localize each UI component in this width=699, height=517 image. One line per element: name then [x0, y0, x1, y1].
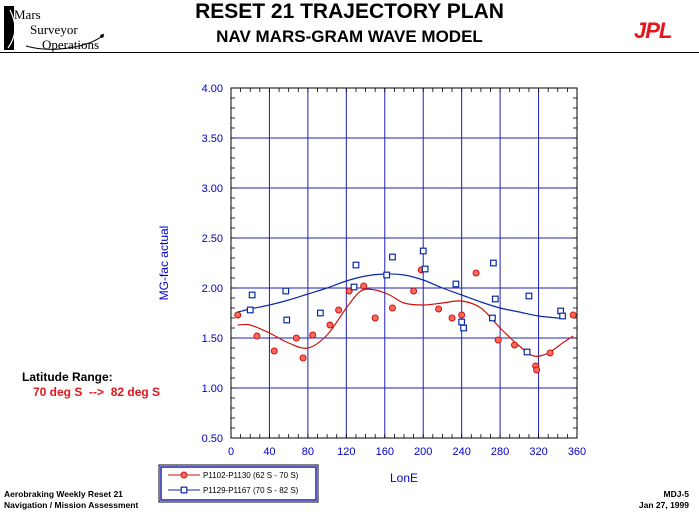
x-tick-label: 240	[452, 446, 470, 458]
y-axis-label: MG-fac actual	[157, 226, 171, 301]
x-axis-label: LonE	[390, 471, 418, 485]
planet-orbit-icon	[4, 6, 105, 50]
series-1-point	[533, 366, 541, 374]
series-1-point	[388, 304, 396, 312]
jpl-logo: JPL	[634, 18, 672, 43]
series-2-point	[491, 295, 499, 303]
series-2-point	[316, 309, 324, 317]
series-2-point	[248, 291, 256, 299]
latitude-range-value: 70 deg S --> 82 deg S	[33, 385, 161, 399]
y-tick-label: 1.50	[202, 333, 223, 345]
logo-line-mars: Mars	[14, 7, 41, 22]
series-1-point	[494, 336, 502, 344]
x-tick-label: 120	[337, 446, 355, 458]
footer-left-line-1: Aerobraking Weekly Reset 21	[4, 489, 123, 499]
latitude-range-title: Latitude Range:	[22, 370, 113, 384]
series-2-point	[458, 318, 466, 326]
series-2-point	[246, 306, 254, 314]
series-2	[237, 247, 566, 356]
series-1-point	[253, 332, 261, 340]
x-tick-label: 280	[491, 446, 509, 458]
series-1-point	[448, 314, 456, 322]
x-tick-label: 0	[228, 446, 234, 458]
legend-marker-series-2	[180, 486, 188, 494]
y-tick-label: 3.00	[202, 183, 223, 195]
series-2-point	[559, 312, 566, 320]
chart-series	[234, 247, 577, 374]
series-2-point	[489, 314, 496, 322]
series-1-point	[234, 311, 242, 319]
series-1-point	[546, 349, 554, 357]
series-1-point	[299, 354, 307, 362]
legend-entry-series-2: P1129-P1167 (70 S - 82 S)	[203, 486, 299, 495]
series-1-point	[360, 282, 368, 290]
series-1-point	[435, 305, 443, 313]
series-2-point	[352, 261, 360, 269]
series-2-point	[452, 280, 460, 288]
x-tick-label: 360	[568, 446, 586, 458]
chart-grid	[231, 88, 577, 438]
x-tick-label: 40	[263, 446, 275, 458]
series-1-point	[410, 287, 418, 295]
series-1-point	[335, 306, 343, 314]
page-subtitle: NAV MARS-GRAM WAVE MODEL	[216, 27, 483, 46]
chart-legend: P1102-P1130 (62 S - 70 S) P1129-P1167 (7…	[158, 464, 319, 503]
series-2-point	[525, 292, 533, 300]
series-1-point	[569, 311, 577, 319]
y-tick-label: 2.50	[202, 233, 223, 245]
page-title: RESET 21 TRAJECTORY PLAN	[195, 0, 504, 23]
plot-frame	[230, 87, 578, 439]
y-tick-label: 2.00	[202, 283, 223, 295]
series-2-point	[350, 283, 358, 291]
series-2-point	[282, 287, 290, 295]
y-tick-label: 1.00	[202, 383, 223, 395]
legend-entry-series-1: P1102-P1130 (62 S - 70 S)	[203, 471, 299, 480]
series-2-fit-line	[237, 273, 563, 319]
series-2-point	[489, 259, 497, 267]
series-1-point	[292, 334, 300, 342]
series-1-point	[270, 347, 278, 355]
mars-surveyor-operations-logo: Mars Surveyor Operations	[4, 4, 108, 52]
footer-right-line-1: MDJ-5	[663, 489, 689, 499]
y-tick-label: 4.00	[202, 83, 223, 95]
y-tick-label: 3.50	[202, 133, 223, 145]
series-1-point	[472, 269, 480, 277]
x-tick-label: 200	[414, 446, 432, 458]
series-1-point	[458, 311, 466, 319]
series-2-point	[383, 271, 391, 279]
series-2-point	[389, 253, 396, 261]
x-tick-label: 160	[376, 446, 394, 458]
series-2-point	[283, 316, 291, 324]
series-1-point	[511, 341, 519, 349]
series-2-point	[523, 348, 531, 356]
logo-line-surveyor: Surveyor	[30, 22, 78, 37]
series-1-point	[309, 331, 317, 339]
series-1-point	[371, 314, 379, 322]
chart-ticks: 0.50 1.00 1.50 2.00 2.50 3.00 3.50 4.00 0 40 80 120…	[202, 83, 587, 458]
series-2-point	[421, 265, 429, 273]
x-tick-label: 80	[302, 446, 314, 458]
footer-right-line-2: Jan 27, 1999	[638, 500, 689, 510]
series-2-point	[460, 324, 467, 332]
header-divider	[0, 52, 699, 53]
legend-marker-series-1	[180, 471, 188, 479]
x-tick-label: 320	[529, 446, 547, 458]
footer-left-line-2: Navigation / Mission Assessment	[4, 500, 139, 510]
series-2-point	[419, 247, 427, 255]
series-1-point	[326, 321, 334, 329]
y-tick-label: 0.50	[202, 433, 223, 445]
logo-line-operations: Operations	[42, 37, 100, 52]
legend-box	[158, 464, 319, 503]
legend-inner-border	[160, 466, 317, 501]
